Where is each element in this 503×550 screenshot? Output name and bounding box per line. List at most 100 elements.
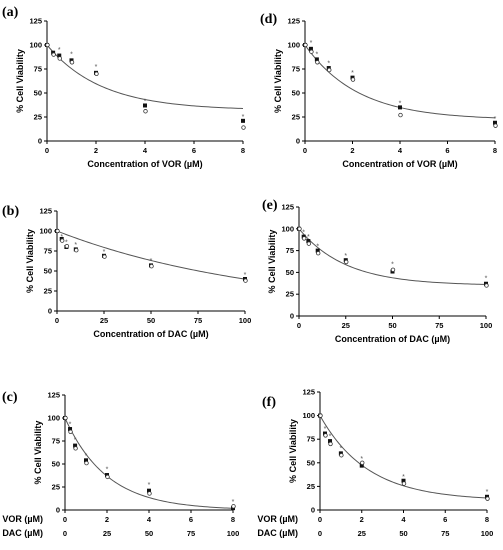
x-tick-label: 100 (239, 316, 252, 325)
y-tick-label: 125 (29, 17, 42, 26)
data-point-circle (51, 52, 56, 57)
x-tick-label: 6 (443, 515, 447, 524)
x-tick-label: 6 (445, 146, 449, 155)
y-tick-label: 25 (44, 287, 52, 296)
x-tick-label: 50 (399, 529, 407, 538)
y-tick-label: 25 (52, 483, 60, 492)
x-tick-label: 0 (63, 515, 67, 524)
data-point-square (493, 120, 497, 125)
y-tick-label: 25 (286, 290, 294, 299)
x-tick-label: 6 (192, 146, 196, 155)
significance-mark: * (316, 52, 319, 59)
x-tick-label: 6 (189, 515, 193, 524)
x-tick-label: 0 (318, 529, 322, 538)
significance-mark: * (150, 258, 153, 265)
x-tick-label: 100 (227, 529, 240, 538)
fit-curve (46, 44, 244, 109)
y-tick-label: 50 (292, 89, 300, 98)
significance-mark: * (307, 234, 310, 241)
y-axis-label: % Cell Viability (33, 421, 43, 485)
y-tick-label: 0 (296, 137, 300, 146)
data-point-circle (493, 123, 498, 128)
panel-label: (c) (2, 390, 18, 405)
data-point-circle (74, 247, 79, 253)
significance-mark: * (327, 60, 330, 67)
x-tick-label: 25 (342, 321, 350, 330)
data-point-circle (318, 413, 323, 418)
data-point-circle (344, 259, 349, 265)
y-tick-label: 75 (34, 65, 42, 74)
data-point-circle (390, 267, 396, 272)
data-point-circle (328, 441, 333, 447)
significance-mark: * (494, 116, 497, 123)
x-tick-label: 4 (401, 515, 406, 524)
y-tick-label: 0 (38, 137, 42, 146)
data-point-circle (60, 238, 65, 243)
panel-label: (f) (262, 395, 276, 410)
x-axis-label: Concentration of VOR (µM) (87, 159, 202, 169)
x-tick-label: 75 (441, 529, 449, 538)
significance-mark: * (69, 422, 72, 429)
data-point-circle (485, 496, 490, 501)
data-point-circle (94, 71, 99, 76)
x-tick-label: 0 (303, 146, 307, 155)
data-point-circle (484, 283, 489, 288)
data-point-circle (63, 415, 68, 421)
x-tick-label: 100 (481, 529, 494, 538)
y-tick-label: 100 (47, 414, 60, 423)
y-tick-label: 125 (39, 207, 52, 216)
y-tick-label: 75 (52, 437, 60, 446)
significance-mark: * (103, 249, 106, 256)
x-tick-label: 2 (360, 515, 364, 524)
y-axis-label: % Cell Viability (25, 229, 35, 293)
y-tick-label: 50 (307, 458, 315, 467)
significance-mark: * (316, 243, 319, 250)
x-axis-row-label: VOR (µM) (257, 514, 298, 524)
x-axis-label: Concentration of DAC (µM) (93, 329, 208, 339)
x-axis-row-label: DAC (µM) (2, 528, 43, 538)
y-tick-label: 100 (29, 41, 42, 50)
data-point-square (73, 443, 78, 448)
data-point-circle (149, 264, 154, 269)
data-point-circle (350, 77, 356, 82)
x-tick-label: 8 (241, 146, 245, 155)
data-point-circle (69, 60, 75, 65)
significance-mark: * (74, 242, 77, 249)
panel-label: (e) (262, 198, 278, 213)
x-tick-label: 100 (480, 321, 493, 330)
significance-mark: * (232, 499, 235, 506)
data-point-circle (327, 67, 332, 73)
data-point-circle (45, 42, 50, 48)
y-axis-label: % Cell Viability (273, 49, 283, 113)
y-axis-label: % Cell Viability (288, 419, 298, 483)
significance-mark: * (242, 114, 245, 121)
x-tick-label: 2 (350, 146, 354, 155)
y-tick-label: 25 (34, 113, 42, 122)
data-point-square (328, 439, 333, 444)
data-point-circle (143, 109, 148, 114)
data-point-circle (68, 429, 73, 434)
data-point-circle (360, 460, 365, 465)
data-point-circle (316, 251, 321, 256)
y-tick-label: 75 (44, 247, 52, 256)
x-axis-row-label: DAC (µM) (257, 528, 298, 538)
x-tick-label: 0 (55, 316, 59, 325)
x-tick-label: 25 (358, 529, 366, 538)
y-tick-label: 125 (287, 17, 300, 26)
y-tick-label: 125 (47, 391, 60, 400)
x-tick-label: 25 (103, 529, 111, 538)
x-tick-label: 4 (147, 515, 152, 524)
fit-curve (319, 415, 488, 499)
significance-mark: * (486, 489, 489, 496)
data-point-circle (323, 433, 328, 438)
significance-mark: * (70, 52, 73, 59)
y-tick-label: 125 (302, 388, 315, 397)
fit-curve (64, 417, 234, 509)
data-point-circle (64, 243, 70, 249)
fit-curve (298, 228, 487, 285)
x-tick-label: 50 (147, 316, 155, 325)
y-tick-label: 75 (286, 246, 294, 255)
x-tick-label: 8 (485, 515, 489, 524)
y-tick-label: 100 (287, 41, 300, 50)
significance-mark: * (65, 239, 68, 246)
